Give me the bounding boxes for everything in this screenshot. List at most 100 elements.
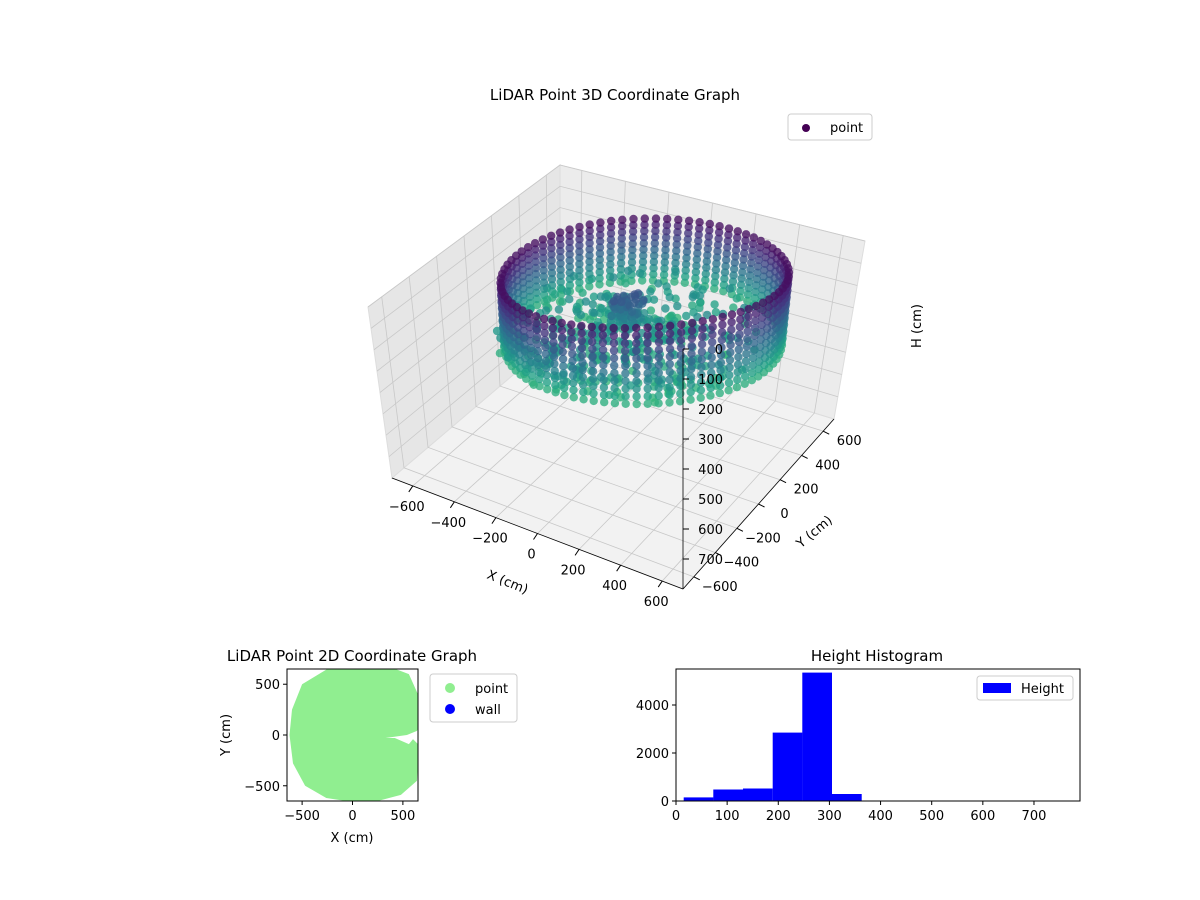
data-point-3d — [567, 320, 576, 329]
data-point-3d — [661, 245, 670, 255]
data-point-3d — [558, 354, 568, 364]
y-tick-label-hist: 2000 — [636, 747, 669, 762]
data-point-3d — [628, 233, 638, 242]
data-point-3d — [724, 386, 733, 395]
data-point-3d — [744, 284, 753, 293]
data-point-3d — [560, 383, 569, 392]
chart-3d-scatter: LiDAR Point 3D Coordinate Graph −600 −400… — [367, 86, 925, 610]
x-tick-label-hist: 600 — [970, 809, 995, 824]
data-point-3d — [750, 331, 759, 340]
data-point-3d — [718, 320, 727, 329]
data-point-3d — [743, 334, 752, 344]
data-point-3d — [547, 231, 556, 240]
data-point-3d — [565, 274, 575, 284]
data-point-3d — [565, 262, 574, 271]
data-point-3d — [676, 381, 685, 391]
data-point-3d — [575, 241, 584, 250]
data-point-3d — [708, 315, 718, 324]
y-tick-label-2d: −500 — [244, 780, 280, 795]
x-tick-3d — [449, 501, 455, 509]
data-point-3d — [525, 323, 534, 332]
data-point-3d — [703, 244, 712, 254]
x-tick-3d — [408, 485, 414, 493]
data-point-3d — [585, 251, 594, 260]
data-point-3d — [708, 330, 717, 339]
y-tick-3d — [801, 454, 808, 459]
data-point-3d — [550, 359, 559, 368]
data-point-3d — [671, 267, 680, 276]
data-point-3d — [556, 265, 565, 274]
data-point-3d — [737, 274, 746, 283]
data-point-3d — [674, 215, 683, 224]
data-point-3d — [740, 249, 749, 258]
data-point-3d — [643, 399, 652, 408]
data-point-3d — [539, 253, 548, 263]
data-point-3d — [649, 295, 659, 304]
data-point-3d — [741, 364, 750, 373]
data-point-3d — [621, 376, 630, 386]
data-point-3d — [745, 277, 754, 287]
data-point-3d — [741, 357, 751, 366]
x-tick-label-3d: 200 — [561, 563, 586, 578]
data-point-3d — [577, 343, 587, 353]
data-point-3d — [723, 243, 732, 252]
data-point-3d — [606, 241, 615, 250]
data-point-3d — [632, 392, 641, 401]
data-point-3d — [547, 250, 556, 259]
data-point-3d — [671, 258, 680, 268]
data-point-3d — [539, 272, 548, 281]
legend-2d-marker-wall — [445, 704, 455, 714]
y-tick-label-3d: 400 — [815, 458, 840, 473]
data-point-3d — [716, 358, 726, 367]
data-point-3d — [696, 386, 706, 395]
histogram-bar — [713, 789, 743, 801]
data-point-3d — [575, 222, 584, 232]
data-point-3d — [638, 276, 647, 285]
data-point-3d — [756, 342, 765, 352]
data-point-3d — [695, 224, 704, 233]
x-tick-label-2d: 500 — [390, 809, 415, 824]
data-point-3d — [526, 350, 536, 360]
data-point-3d — [569, 385, 578, 395]
data-point-3d — [662, 282, 671, 291]
data-point-3d — [623, 266, 633, 275]
z-tick-label-3d: 0 — [715, 343, 723, 358]
data-point-3d — [616, 265, 626, 274]
data-point-3d — [643, 384, 652, 393]
x-tick-3d — [533, 533, 538, 540]
data-point-3d — [617, 246, 626, 255]
histogram-bar — [683, 797, 714, 801]
data-point-3d — [665, 382, 674, 392]
y-tick-3d — [715, 552, 722, 557]
data-point-3d — [628, 227, 638, 236]
data-point-3d — [549, 331, 558, 340]
data-point-3d — [577, 321, 586, 331]
data-point-3d — [748, 353, 758, 363]
data-point-3d — [680, 278, 689, 287]
data-point-3d — [525, 280, 534, 289]
data-point-3d — [758, 298, 768, 307]
data-point-3d — [711, 265, 721, 275]
data-point-3d — [596, 230, 605, 240]
data-point-3d — [654, 360, 663, 370]
data-point-3d — [547, 268, 557, 278]
data-point-3d — [595, 255, 604, 264]
plot-area-2d — [286, 668, 419, 802]
data-point-3d — [617, 240, 626, 249]
data-point-3d — [565, 295, 574, 304]
data-point-3d — [638, 257, 648, 267]
data-point-3d — [665, 329, 675, 338]
histogram-bar — [832, 794, 862, 801]
data-point-3d — [547, 281, 557, 290]
data-point-3d — [663, 214, 672, 224]
data-point-3d — [696, 378, 706, 387]
data-point-3d — [696, 393, 705, 402]
data-point-3d — [643, 369, 652, 378]
data-point-3d — [687, 341, 696, 351]
data-point-3d — [684, 229, 693, 238]
data-point-3d — [606, 253, 615, 263]
data-point-3d — [654, 337, 664, 347]
data-point-3d — [702, 310, 712, 320]
y-tick-label-3d: 600 — [837, 434, 862, 449]
data-point-3d — [692, 261, 701, 270]
